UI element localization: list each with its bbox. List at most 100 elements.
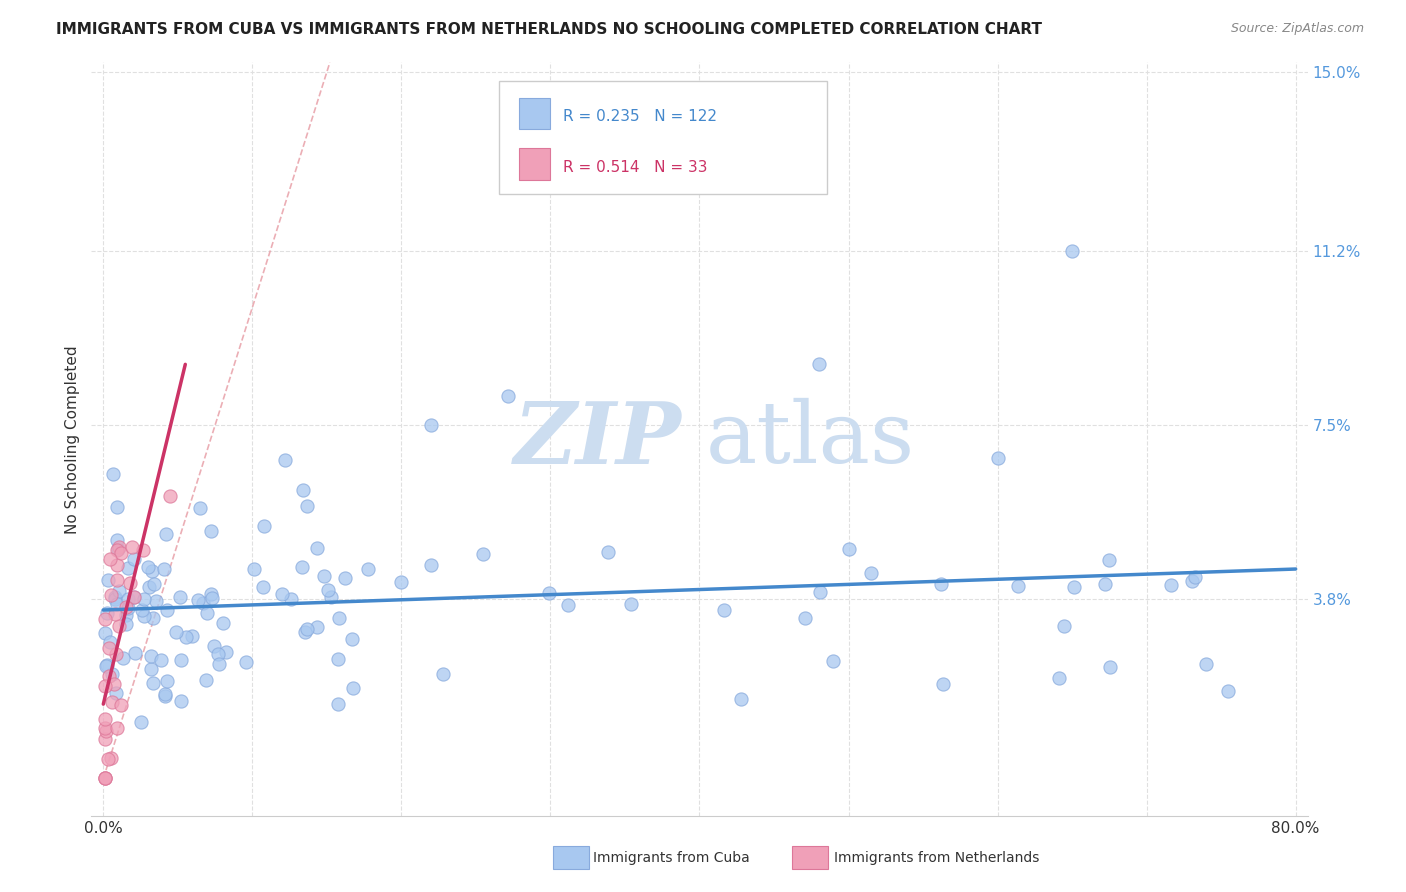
Point: [305, 620, 328, 634]
Point: [472, 547, 495, 561]
Point: [105, 721, 128, 735]
Point: [101, 666, 124, 681]
Point: [152, 562, 174, 576]
Point: [142, 611, 165, 625]
Point: [202, 639, 225, 653]
Point: [96, 607, 118, 621]
Y-axis label: No Schooling Completed: No Schooling Completed: [65, 345, 80, 533]
Text: Immigrants from Cuba: Immigrants from Cuba: [593, 851, 749, 865]
Point: [122, 590, 145, 604]
Point: [153, 690, 176, 704]
Point: [328, 652, 350, 666]
Point: [169, 590, 191, 604]
Point: [200, 524, 222, 539]
Point: [94, 713, 117, 727]
Point: [107, 541, 129, 556]
Point: [1007, 579, 1029, 593]
Point: [149, 653, 172, 667]
Point: [105, 533, 128, 547]
Point: [115, 599, 138, 614]
Point: [294, 625, 316, 640]
Point: [1063, 580, 1085, 594]
Point: [180, 629, 202, 643]
Point: [1216, 684, 1239, 698]
Point: [104, 686, 127, 700]
Point: [342, 681, 364, 696]
Point: [291, 560, 314, 574]
Point: [97, 574, 120, 588]
Point: [201, 591, 224, 605]
Point: [295, 500, 318, 514]
Point: [141, 676, 163, 690]
Point: [108, 540, 131, 554]
Point: [105, 647, 128, 661]
Point: [131, 603, 153, 617]
Point: [143, 577, 166, 591]
Point: [132, 592, 155, 607]
Point: [115, 608, 138, 623]
Point: [432, 667, 454, 681]
Point: [104, 590, 127, 604]
Point: [195, 606, 218, 620]
Point: [100, 589, 122, 603]
Point: [195, 673, 218, 687]
Point: [136, 559, 159, 574]
Point: [97, 640, 120, 655]
Point: [94, 772, 117, 786]
Text: Immigrants from Netherlands: Immigrants from Netherlands: [834, 851, 1039, 865]
Point: [156, 673, 179, 688]
Point: [108, 583, 131, 598]
Point: [537, 586, 560, 600]
Point: [105, 573, 128, 587]
Point: [1047, 671, 1070, 685]
Point: [94, 772, 117, 786]
Point: [121, 540, 143, 554]
Point: [94, 626, 117, 640]
Point: [252, 580, 274, 594]
Point: [333, 571, 356, 585]
Point: [132, 543, 155, 558]
Point: [1062, 244, 1084, 258]
Point: [138, 580, 160, 594]
Point: [110, 546, 132, 560]
Point: [156, 603, 179, 617]
Point: [1098, 552, 1121, 566]
Point: [200, 587, 222, 601]
Point: [391, 574, 413, 589]
Point: [117, 592, 139, 607]
Point: [100, 751, 122, 765]
Point: [1160, 577, 1182, 591]
Point: [730, 692, 752, 706]
Point: [145, 593, 167, 607]
Bar: [519, 148, 550, 180]
Point: [174, 631, 197, 645]
Point: [307, 541, 329, 555]
Point: [420, 558, 443, 573]
Point: [807, 357, 830, 371]
Point: [929, 577, 952, 591]
Point: [316, 583, 339, 598]
Point: [165, 624, 187, 639]
Point: [112, 651, 135, 665]
Point: [326, 698, 349, 712]
Point: [107, 618, 129, 632]
Point: [115, 617, 138, 632]
Point: [274, 453, 297, 467]
Point: [98, 669, 121, 683]
Point: [98, 635, 121, 649]
Point: [340, 632, 363, 646]
Point: [794, 611, 817, 625]
Point: [94, 612, 117, 626]
Point: [207, 647, 229, 661]
Point: [193, 596, 215, 610]
Point: [357, 562, 380, 576]
Point: [291, 483, 314, 497]
Point: [987, 451, 1010, 466]
Point: [97, 752, 120, 766]
Point: [94, 772, 117, 786]
Bar: [519, 98, 550, 129]
Text: atlas: atlas: [706, 398, 915, 481]
FancyBboxPatch shape: [499, 81, 827, 194]
Point: [118, 576, 141, 591]
Point: [124, 646, 146, 660]
